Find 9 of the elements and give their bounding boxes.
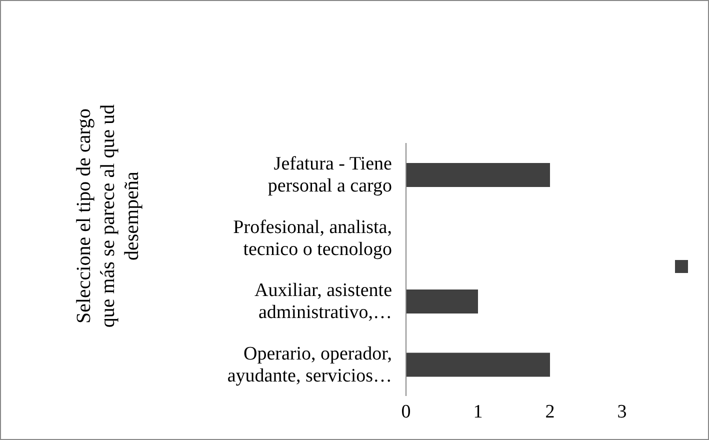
y-tick-label: Jefatura - Tiene personal a cargo	[268, 154, 392, 197]
y-tick-label: Operario, operador, ayudante, servicios…	[227, 343, 392, 386]
x-tick-label: 3	[617, 401, 627, 422]
x-tick-label: 2	[545, 401, 555, 422]
x-tick-label: 1	[473, 401, 483, 422]
x-tick-label: 0	[401, 401, 411, 422]
y-tick-label: Profesional, analista, tecnico o tecnologo	[233, 216, 392, 260]
y-tick-label: Auxiliar, asistente administrativo,…	[254, 280, 392, 324]
y-axis-title: Seleccione el tipo de cargo que más se parece al que ud desempeña	[73, 104, 143, 328]
